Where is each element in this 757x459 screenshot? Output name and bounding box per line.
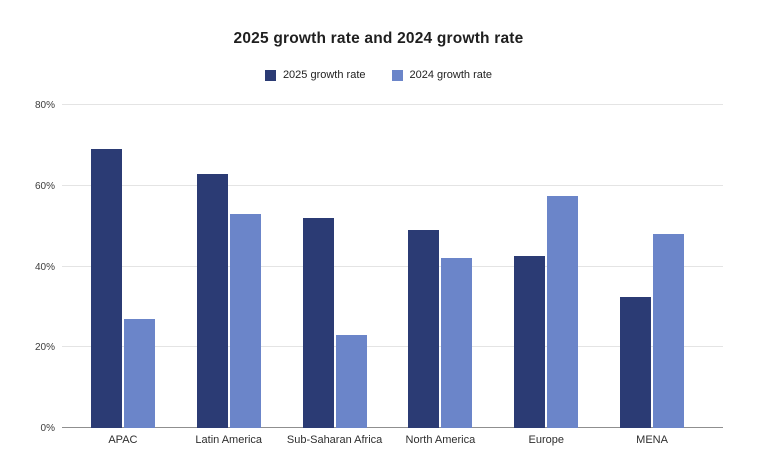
y-tick-40: 40% — [34, 261, 55, 273]
x-label-latin-america: Latin America — [195, 434, 263, 446]
gridline-40 — [62, 265, 723, 267]
gridline-80 — [62, 104, 723, 105]
bar-2025-sub-saharan-africa — [302, 218, 334, 428]
gridline-60 — [62, 184, 723, 186]
legend-swatch-2025-icon — [264, 69, 276, 81]
x-label-mena: MENA — [636, 434, 668, 446]
legend-swatch-2024-icon — [391, 69, 403, 81]
legend-item-2025: 2025 growth rate — [264, 69, 366, 81]
bar-2024-apac — [123, 319, 155, 428]
y-tick-20: 20% — [34, 342, 55, 354]
gridline-20 — [62, 346, 723, 348]
x-label-apac: APAC — [108, 434, 138, 446]
y-tick-60: 60% — [34, 180, 55, 192]
bar-group-sub-saharan-africa — [282, 105, 388, 428]
bar-group-mena — [599, 105, 705, 428]
bar-2024-latin-america — [229, 214, 261, 428]
bar-2024-north-america — [441, 258, 473, 428]
x-label-europe: Europe — [528, 434, 564, 446]
bar-2025-apac — [90, 149, 122, 428]
x-label-sub-saharan-africa: Sub-Saharan Africa — [286, 434, 383, 446]
bar-group-europe — [493, 105, 599, 428]
chart-legend: 2025 growth rate 2024 growth rate — [0, 69, 757, 81]
plot-area — [62, 104, 723, 428]
bar-2024-europe — [547, 195, 579, 428]
bar-2024-mena — [653, 234, 685, 428]
bar-2024-sub-saharan-africa — [335, 335, 367, 428]
bar-group-apac — [70, 105, 176, 428]
gridline-0 — [62, 427, 723, 428]
y-tick-0: 0% — [40, 423, 55, 434]
legend-label-2025: 2025 growth rate — [282, 69, 366, 81]
bar-2025-latin-america — [196, 173, 228, 428]
y-tick-80: 80% — [34, 100, 55, 111]
x-label-north-america: North America — [405, 434, 476, 446]
legend-label-2024: 2024 growth rate — [409, 69, 493, 81]
legend-item-2024: 2024 growth rate — [391, 69, 493, 81]
bar-2025-mena — [620, 296, 652, 428]
x-axis: APAC Latin America Sub-Saharan Africa North… — [70, 434, 705, 446]
bar-2025-europe — [514, 256, 546, 428]
bar-group-north-america — [387, 105, 493, 428]
bar-2025-north-america — [408, 230, 440, 428]
bars-row — [70, 105, 705, 428]
bar-group-latin-america — [176, 105, 282, 428]
chart-title: 2025 growth rate and 2024 growth rate — [233, 30, 524, 47]
